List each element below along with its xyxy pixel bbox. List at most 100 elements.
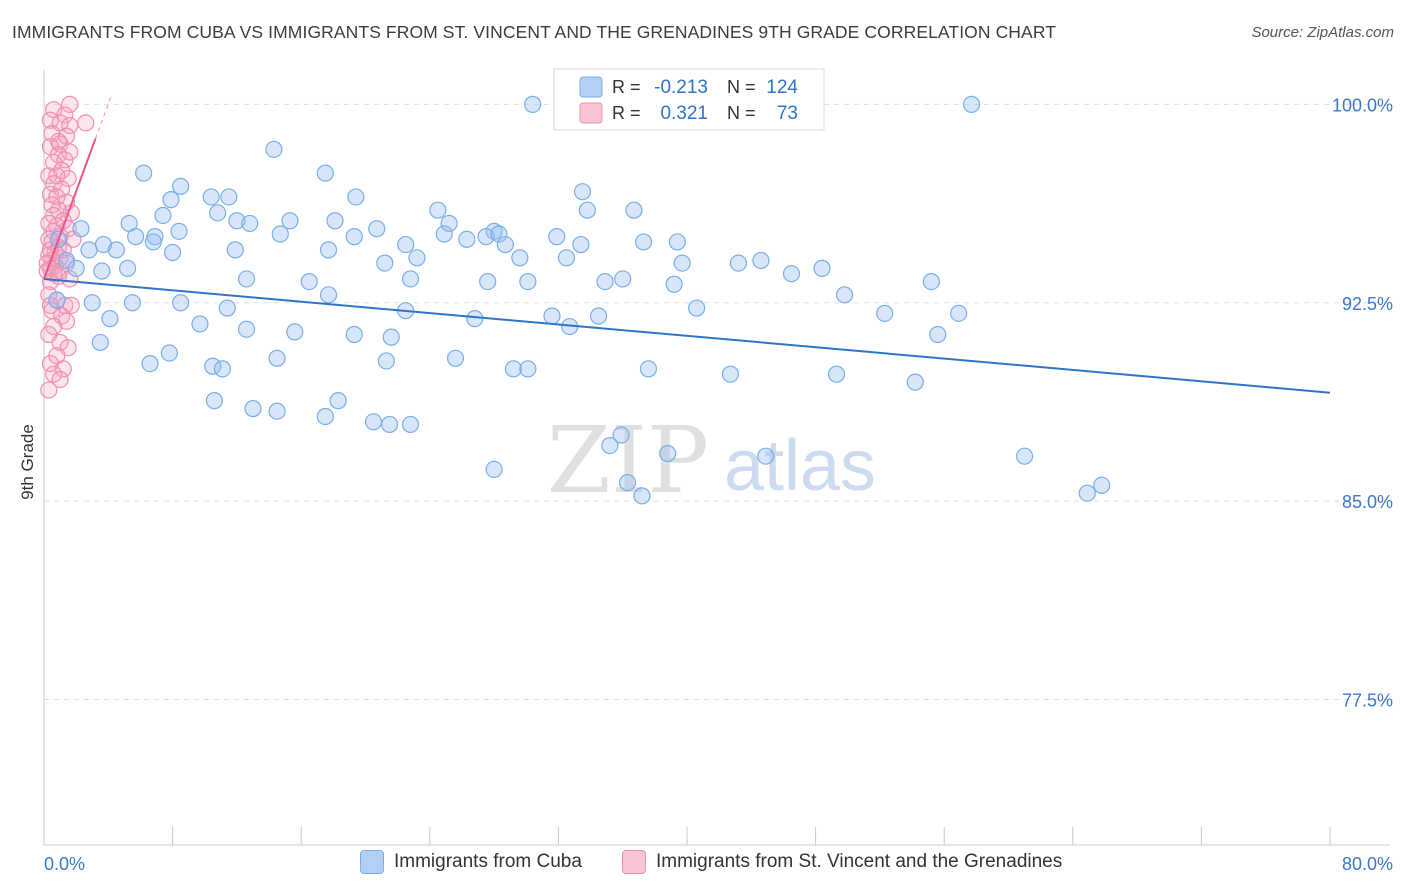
cuba-point-86 bbox=[286, 323, 304, 341]
cuba-point-87 bbox=[345, 325, 363, 344]
cuba-point-110 bbox=[329, 392, 347, 410]
cuba-point-77 bbox=[543, 307, 561, 325]
cuba-point-61 bbox=[401, 270, 420, 288]
watermark: ZIP atlas bbox=[547, 407, 876, 514]
cuba-point-44 bbox=[164, 243, 182, 262]
cuba-point-9 bbox=[220, 188, 238, 206]
cuba-point-116 bbox=[659, 444, 677, 463]
cuba-point-31 bbox=[435, 225, 453, 243]
legend-item-svg[interactable]: Immigrants from St. Vincent and the Gren… bbox=[622, 850, 1062, 874]
y-axis-label: 9th Grade bbox=[18, 424, 37, 500]
cuba-point-83 bbox=[101, 310, 119, 328]
cuba-point-51 bbox=[557, 249, 576, 267]
cuba-point-26 bbox=[127, 228, 145, 246]
cuba-point-78 bbox=[589, 307, 608, 325]
cuba-point-97 bbox=[268, 349, 286, 367]
cuba-point-28 bbox=[170, 222, 188, 240]
cuba-point-101 bbox=[519, 360, 537, 378]
y-tick-label-2: 92.5% bbox=[1342, 294, 1393, 314]
cuba-point-72 bbox=[123, 294, 142, 312]
cuba-point-79 bbox=[688, 299, 706, 317]
cuba-point-54 bbox=[752, 251, 770, 270]
cuba-point-75 bbox=[319, 286, 338, 304]
cuba-point-0 bbox=[524, 95, 542, 113]
cuba-point-122 bbox=[1078, 484, 1096, 502]
cuba-point-65 bbox=[614, 270, 632, 288]
cuba-point-93 bbox=[141, 355, 159, 373]
cuba-point-81 bbox=[876, 304, 894, 322]
source-label: Source: ZipAtlas.com bbox=[1251, 24, 1394, 41]
legend-swatch-cuba bbox=[360, 850, 384, 874]
cuba-point-111 bbox=[364, 413, 383, 431]
bottom-legend: Immigrants from Cuba Immigrants from St.… bbox=[0, 850, 1406, 880]
cuba-point-117 bbox=[757, 447, 775, 465]
cuba-point-100 bbox=[504, 360, 522, 378]
cuba-point-94 bbox=[160, 344, 178, 362]
legend-item-cuba[interactable]: Immigrants from Cuba bbox=[360, 850, 582, 874]
cuba-point-73 bbox=[172, 294, 190, 312]
cuba-point-114 bbox=[612, 426, 630, 444]
legend-label-cuba: Immigrants from Cuba bbox=[394, 851, 582, 872]
cuba-point-123 bbox=[1093, 476, 1111, 494]
stats-n-value-cuba: 124 bbox=[766, 77, 798, 98]
cuba-point-49 bbox=[496, 235, 514, 254]
series-cuba-points bbox=[48, 95, 1111, 505]
cuba-point-92 bbox=[91, 333, 109, 352]
stats-n-value-svg: 73 bbox=[777, 103, 798, 124]
cuba-point-30 bbox=[345, 228, 363, 246]
trend-lines bbox=[43, 94, 1331, 394]
legend-label-svg: Immigrants from St. Vincent and the Gren… bbox=[656, 851, 1063, 872]
cuba-point-70 bbox=[48, 291, 66, 309]
cuba-point-89 bbox=[466, 310, 484, 328]
x-tick-label-1: 80.0% bbox=[1342, 854, 1393, 874]
cuba-point-108 bbox=[268, 402, 286, 420]
cuba-point-62 bbox=[479, 273, 497, 291]
cuba-point-63 bbox=[519, 273, 537, 291]
cuba-point-6 bbox=[573, 183, 592, 201]
cuba-point-96 bbox=[213, 360, 232, 378]
cuba-point-15 bbox=[209, 204, 227, 222]
cuba-point-13 bbox=[625, 201, 643, 219]
watermark-atlas: atlas bbox=[724, 426, 876, 506]
cuba-point-37 bbox=[458, 230, 476, 248]
stats-n-label-cuba: N = bbox=[727, 77, 756, 97]
cuba-point-16 bbox=[228, 212, 246, 230]
cuba-point-32 bbox=[477, 228, 495, 246]
cuba-point-45 bbox=[226, 241, 244, 259]
cuba-point-52 bbox=[673, 254, 691, 272]
stats-r-label-cuba: R = bbox=[612, 77, 641, 97]
stats-swatch-cuba bbox=[579, 76, 603, 98]
cuba-point-56 bbox=[67, 259, 85, 277]
y-tick-label-3: 100.0% bbox=[1332, 95, 1393, 115]
cuba-point-33 bbox=[490, 225, 508, 243]
cuba-point-24 bbox=[548, 228, 566, 246]
cuba-point-119 bbox=[618, 474, 637, 492]
cuba-point-80 bbox=[835, 286, 854, 304]
stats-r-label-svg: R = bbox=[612, 103, 641, 123]
cuba-point-66 bbox=[665, 275, 683, 293]
cuba-point-22 bbox=[440, 214, 458, 233]
cuba-point-105 bbox=[906, 373, 924, 391]
cuba-point-36 bbox=[397, 235, 415, 254]
cuba-point-53 bbox=[729, 254, 748, 272]
cuba-point-19 bbox=[281, 212, 299, 230]
cuba-point-112 bbox=[381, 415, 399, 434]
cuba-point-121 bbox=[1015, 447, 1034, 465]
cuba-point-118 bbox=[485, 460, 503, 479]
trend-line-svg bbox=[43, 138, 97, 280]
cuba-point-10 bbox=[347, 188, 365, 206]
axes bbox=[43, 70, 1390, 846]
cuba-point-91 bbox=[929, 325, 947, 344]
cuba-point-12 bbox=[578, 201, 596, 219]
cuba-point-88 bbox=[382, 328, 400, 346]
cuba-point-42 bbox=[80, 241, 98, 259]
cuba-point-67 bbox=[782, 265, 801, 283]
cuba-point-104 bbox=[827, 365, 846, 383]
cuba-point-98 bbox=[377, 352, 395, 370]
cuba-point-21 bbox=[368, 220, 386, 238]
chart-title: IMMIGRANTS FROM CUBA VS IMMIGRANTS FROM … bbox=[12, 22, 1057, 42]
x-tick-label-0: 0.0% bbox=[44, 854, 85, 874]
cuba-point-64 bbox=[596, 273, 614, 291]
cuba-point-7 bbox=[202, 188, 220, 206]
cuba-point-50 bbox=[511, 249, 529, 267]
